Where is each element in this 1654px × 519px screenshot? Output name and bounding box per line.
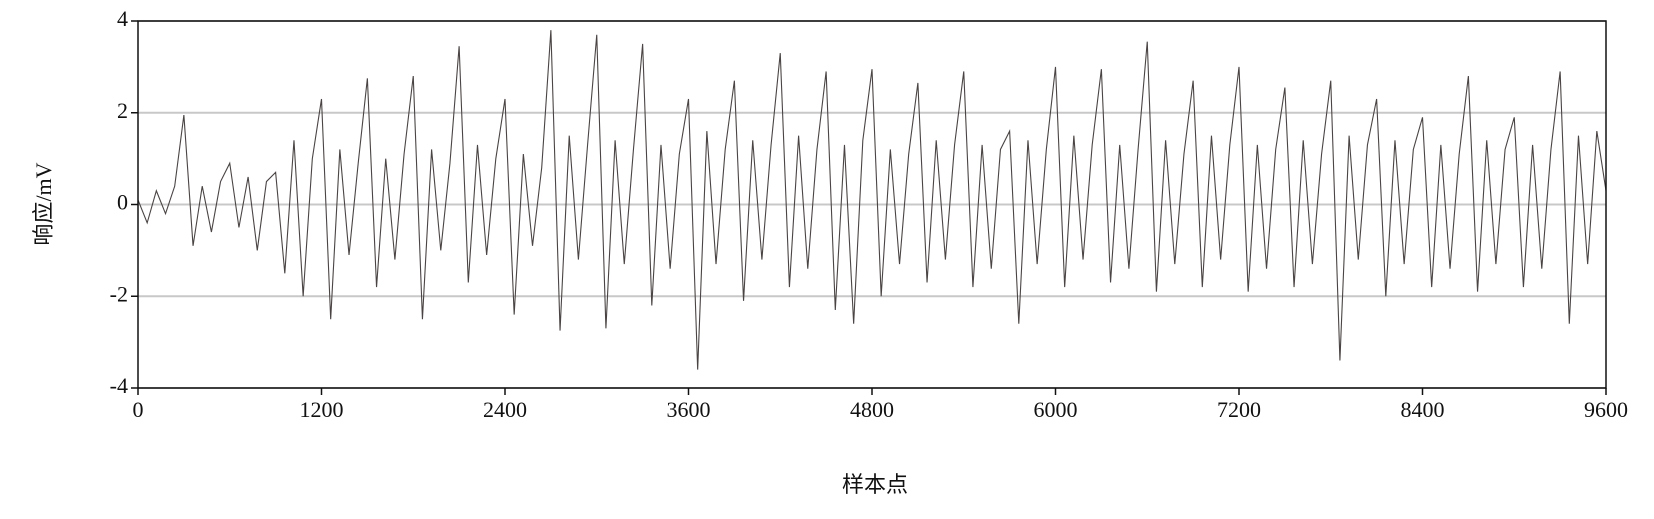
y-tick-label: 0	[117, 190, 128, 215]
series-line	[137, 30, 1607, 370]
x-tick-label: 4800	[850, 397, 894, 422]
y-axis-label: 响应/mV	[31, 162, 56, 245]
x-tick-label: 7200	[1217, 397, 1261, 422]
y-tick-label: 2	[117, 98, 128, 123]
plot-frame	[137, 20, 1607, 389]
y-tick-label: 4	[117, 6, 128, 31]
y-tick-label: -4	[110, 373, 128, 398]
x-tick-label: 8400	[1401, 397, 1445, 422]
x-tick-label: 9600	[1584, 397, 1628, 422]
x-tick-label: 2400	[483, 397, 527, 422]
x-tick-label: 1200	[300, 397, 344, 422]
x-axis-label: 样本点	[842, 472, 908, 497]
x-tick-label: 3600	[667, 397, 711, 422]
y-tick-label: -2	[110, 281, 128, 306]
x-tick-label: 0	[133, 397, 144, 422]
x-tick-label: 6000	[1034, 397, 1078, 422]
